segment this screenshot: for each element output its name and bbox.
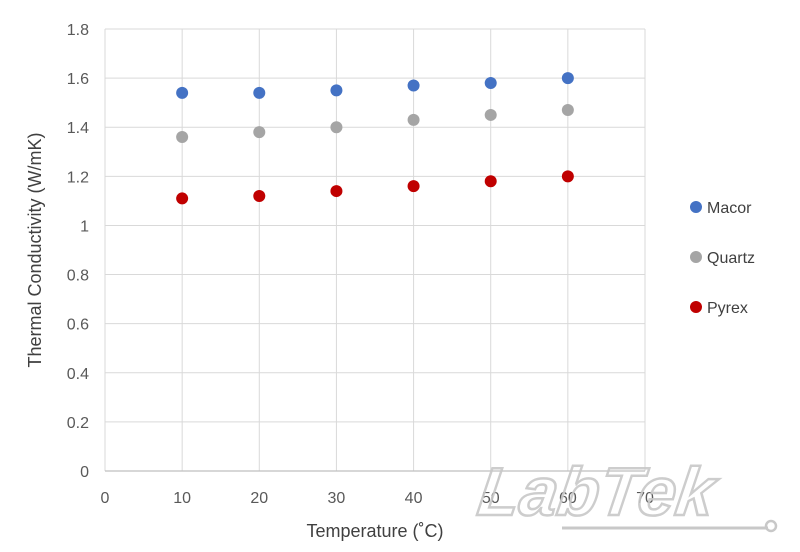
x-tick-label: 40 [405,490,423,507]
data-point-quartz [484,108,497,121]
data-point-pyrex [330,185,343,198]
y-tick-label: 0.4 [67,366,89,383]
legend-marker-pyrex [690,301,702,313]
data-point-macor [176,86,189,99]
data-point-pyrex [253,189,266,202]
legend-label-quartz: Quartz [707,250,755,267]
data-point-quartz [561,104,574,117]
y-tick-label: 1 [80,218,89,235]
y-tick-label: 1.8 [67,22,89,39]
data-point-pyrex [407,180,420,193]
watermark-dot [764,519,778,533]
data-point-macor [561,72,574,85]
data-point-quartz [176,131,189,144]
y-tick-label: 1.6 [67,71,89,88]
legend-label-macor: Macor [707,200,752,217]
x-tick-label: 50 [482,490,500,507]
x-tick-label: 70 [636,490,654,507]
y-tick-label: 0.2 [67,415,89,432]
data-points [176,72,574,205]
data-point-quartz [253,126,266,139]
data-point-macor [407,79,420,92]
data-point-pyrex [176,192,189,205]
data-point-quartz [407,113,420,126]
legend-marker-quartz [690,251,702,263]
x-tick-label: 20 [250,490,268,507]
y-tick-label: 0 [80,464,89,481]
axes: 0 0.2 0.4 0.6 0.8 1 1.2 1.4 1.6 1.8 0 10 20 30 40 50 60 7… [67,22,654,507]
y-tick-label: 0.8 [67,268,89,285]
watermark-logo: LabTek [472,453,778,533]
x-tick-label: 60 [559,490,577,507]
data-point-macor [484,77,497,90]
data-point-quartz [330,121,343,134]
grid [104,28,646,472]
watermark-text: LabTek [474,454,723,530]
x-tick-label: 0 [101,490,110,507]
legend-marker-macor [690,201,702,213]
data-point-macor [253,86,266,99]
y-axis-title: Thermal Conductivity (W/mK) [25,132,45,367]
data-point-pyrex [561,170,574,183]
y-tick-label: 1.2 [67,169,89,186]
data-point-macor [330,84,343,97]
x-axis-title: Temperature (˚C) [306,521,443,541]
legend-label-pyrex: Pyrex [707,300,748,317]
axis-titles: Temperature (˚C) Thermal Conductivity (W… [25,132,444,541]
y-tick-label: 1.4 [67,120,89,137]
data-point-pyrex [484,175,497,188]
y-tick-label: 0.6 [67,317,89,334]
x-tick-label: 30 [328,490,346,507]
legend: Macor Quartz Pyrex [690,200,755,317]
x-tick-label: 10 [173,490,191,507]
